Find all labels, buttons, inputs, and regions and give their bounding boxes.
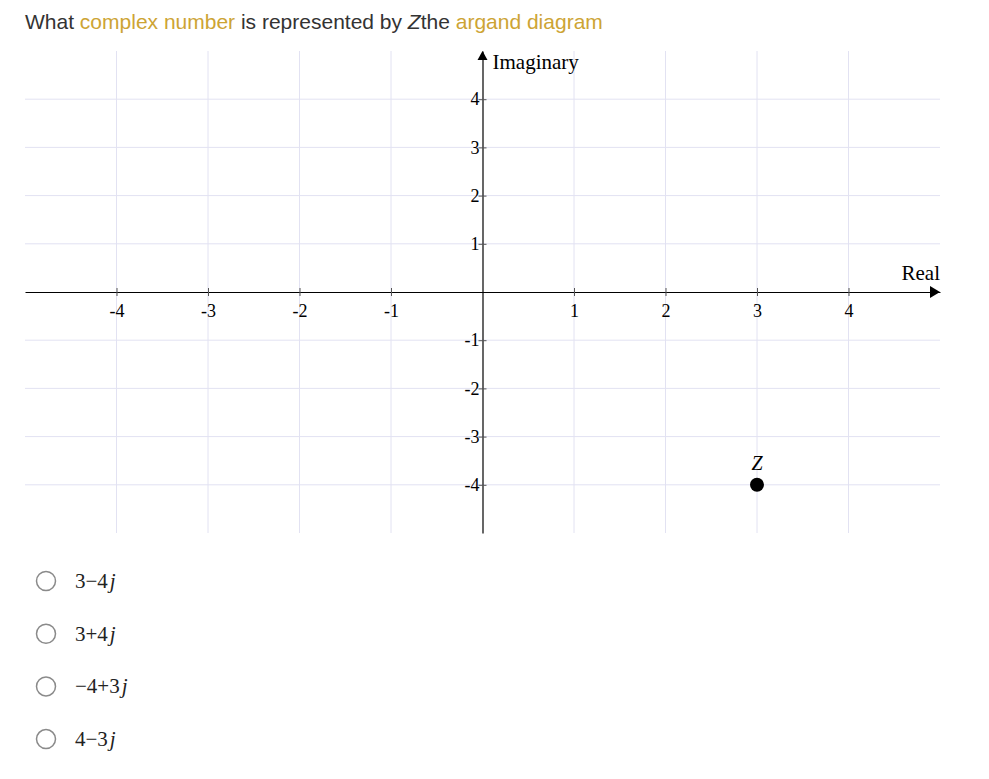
option-label[interactable]: −4+3j [75, 674, 128, 698]
x-tick-mark [208, 288, 209, 296]
question-part: complex number [80, 10, 235, 33]
y-tick-label: -1 [465, 330, 480, 350]
x-tick: -2 [293, 288, 308, 321]
y-tick-mark [479, 99, 487, 100]
y-tick-label: 2 [471, 186, 480, 206]
point-label: Z [751, 452, 763, 474]
point [750, 478, 764, 492]
radio-button[interactable] [37, 624, 56, 643]
x-tick-label: 3 [753, 301, 762, 321]
y-tick-label: 3 [471, 138, 480, 158]
option[interactable]: 3−4j [37, 569, 116, 593]
x-tick: 3 [753, 288, 762, 321]
question-part: What [25, 10, 80, 33]
grid [25, 51, 940, 533]
y-tick: 2 [471, 186, 487, 206]
y-axis: -4 -3 -2 -1 1 2 3 4 [465, 52, 487, 534]
question: What complex number is represented by Zt… [25, 10, 603, 33]
y-tick-mark [479, 196, 487, 197]
question-part: the [421, 10, 456, 33]
y-tick: 1 [471, 234, 487, 254]
y-axis-line [482, 52, 483, 534]
x-axis-arrow [930, 286, 940, 298]
y-axis-title: Imaginary [493, 50, 580, 74]
option-label[interactable]: 4−3j [75, 727, 116, 751]
radio-button[interactable] [37, 677, 56, 696]
x-tick-label: -3 [201, 301, 216, 321]
y-tick-label: -2 [465, 379, 480, 399]
x-tick: 2 [662, 288, 671, 321]
x-tick-label: -4 [110, 301, 125, 321]
option[interactable]: 3+4j [37, 622, 116, 646]
y-tick-mark [479, 485, 487, 486]
x-tick-mark [300, 288, 301, 296]
x-tick-label: -2 [293, 301, 308, 321]
question-part: Z [407, 10, 422, 33]
points [750, 478, 764, 492]
y-tick-mark [479, 340, 487, 341]
y-tick: -3 [465, 427, 487, 447]
y-tick-label: 4 [471, 89, 480, 109]
y-axis-arrow [478, 51, 488, 60]
page: What complex number is represented by Zt… [0, 0, 989, 779]
x-tick-label: -1 [384, 301, 399, 321]
x-tick-mark [757, 288, 758, 296]
y-tick: -4 [465, 475, 487, 495]
x-tick-mark [117, 288, 118, 296]
question-part: argand diagram [456, 10, 603, 33]
y-tick-label: 1 [471, 234, 480, 254]
option[interactable]: 4−3j [37, 727, 116, 751]
x-tick-mark [666, 288, 667, 296]
y-tick-mark [479, 244, 487, 245]
option-label[interactable]: 3+4j [75, 622, 116, 646]
radio-button[interactable] [37, 730, 56, 749]
x-tick: -4 [110, 288, 125, 321]
x-tick-mark [574, 288, 575, 296]
y-tick: 3 [471, 138, 487, 158]
point-labels: Z [751, 452, 763, 474]
y-tick: 4 [471, 89, 487, 109]
radio-button[interactable] [37, 572, 56, 591]
x-tick-label: 4 [845, 301, 854, 321]
y-tick-label: -3 [465, 427, 480, 447]
x-axis-title: Real [902, 261, 941, 285]
options: 3−4j 3+4j −4+3j 4−3j [37, 569, 128, 751]
y-tick-mark [479, 147, 487, 148]
option[interactable]: −4+3j [37, 674, 128, 698]
y-tick-mark [479, 388, 487, 389]
x-tick-mark [391, 288, 392, 296]
x-tick: 4 [845, 288, 854, 321]
y-tick-mark [479, 437, 487, 438]
x-tick: -1 [384, 288, 399, 321]
x-tick: -3 [201, 288, 216, 321]
y-tick: -2 [465, 379, 487, 399]
x-tick-mark [849, 288, 850, 296]
question-part: is represented by [235, 10, 408, 33]
y-tick-label: -4 [465, 475, 480, 495]
x-tick: 1 [570, 288, 579, 321]
option-label[interactable]: 3−4j [75, 569, 116, 593]
x-tick-label: 1 [570, 301, 579, 321]
x-tick-label: 2 [662, 301, 671, 321]
y-tick: -1 [465, 330, 487, 350]
